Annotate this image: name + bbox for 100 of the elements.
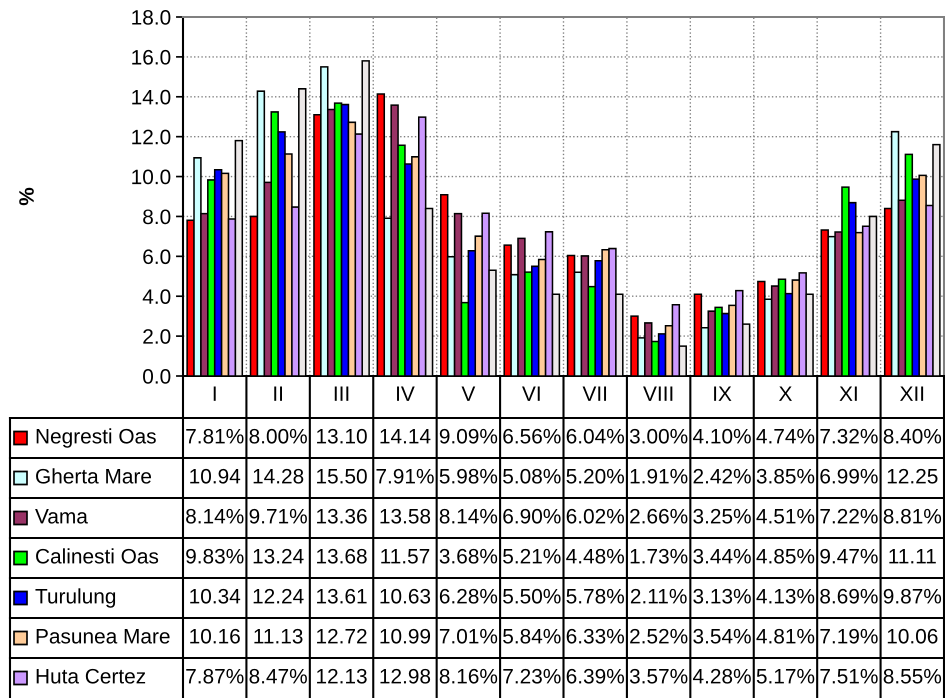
data-label: 10.63 — [380, 588, 430, 604]
legend-label: Pasunea Mare — [36, 629, 170, 644]
data-label: 4.51% — [756, 508, 814, 524]
data-label: 10.34 — [190, 588, 240, 604]
legend-label: Vama — [35, 509, 88, 524]
data-label: 4.48% — [566, 548, 624, 564]
data-label: 8.69% — [820, 588, 878, 604]
data-label: 6.90% — [503, 508, 561, 524]
x-tick-label: V — [462, 386, 476, 401]
data-label: 7.91% — [376, 468, 434, 484]
y-tick-label: 10.0 — [132, 170, 170, 184]
data-label: 11.11 — [889, 549, 936, 564]
y-tick-label: 18.0 — [132, 10, 170, 25]
data-label: 8.55% — [884, 668, 942, 684]
data-label: 9.83% — [186, 548, 244, 564]
data-label: 11.13 — [254, 628, 303, 644]
data-label: 9.47% — [820, 548, 878, 564]
data-label: 2.66% — [630, 508, 688, 524]
data-label: 1.73% — [630, 548, 688, 564]
data-label: 4.28% — [692, 668, 751, 684]
data-label: 7.23% — [503, 668, 561, 684]
y-tick-label: 8.0 — [143, 209, 170, 224]
data-label: 3.54% — [693, 628, 751, 644]
data-label: 14.28 — [254, 468, 304, 484]
legend-label: Gherta Mare — [36, 468, 152, 484]
data-label: 9.71% — [250, 508, 307, 524]
legend-label: Calinesti Oas — [36, 548, 158, 564]
data-label: 13.61 — [317, 588, 367, 604]
data-label: 4.74% — [756, 428, 814, 444]
x-tick-label: I — [214, 386, 216, 401]
data-label: 11.57 — [381, 549, 430, 564]
data-label: 3.44% — [693, 548, 751, 564]
data-label: 12.13 — [317, 668, 367, 684]
x-tick-label: XII — [900, 386, 924, 401]
data-label: 15.50 — [317, 468, 367, 484]
data-label: 4.81% — [756, 628, 814, 644]
data-label: 3.85% — [756, 468, 814, 484]
y-tick-label: 2.0 — [143, 329, 170, 344]
data-label: 7.19% — [820, 628, 878, 644]
data-label: 8.81% — [884, 508, 942, 524]
data-label: 3.13% — [693, 588, 751, 604]
x-tick-label: XI — [840, 386, 857, 401]
data-label: 7.22% — [820, 508, 878, 524]
data-label: 7.81% — [186, 428, 244, 444]
data-label: 13.58 — [380, 508, 430, 524]
legend-label: Negresti Oas — [36, 428, 156, 448]
data-label: 5.17% — [756, 668, 814, 684]
data-label: 5.20% — [566, 468, 624, 484]
data-label: 3.00% — [630, 428, 688, 444]
x-tick-label: VI — [522, 386, 540, 401]
data-label: 8.40% — [884, 428, 942, 444]
x-tick-label: IV — [397, 386, 415, 401]
data-label: 5.78% — [566, 588, 624, 604]
data-label: 2.11% — [630, 588, 687, 604]
x-tick-label: II — [274, 386, 282, 401]
data-label: 4.13% — [756, 588, 814, 604]
data-label: 6.02% — [566, 508, 624, 524]
legend-label: Turulung — [35, 588, 116, 608]
data-label: 6.33% — [566, 628, 624, 644]
data-label: 5.98% — [440, 468, 498, 484]
y-tick-label: 14.0 — [132, 90, 170, 105]
data-label: 8.16% — [440, 668, 498, 684]
data-label: 5.21% — [503, 548, 561, 564]
data-label: 6.99% — [820, 468, 878, 484]
data-label: 5.08% — [503, 468, 561, 484]
y-tick-label: 0.0 — [143, 369, 170, 384]
x-tick-label: X — [778, 386, 792, 401]
data-label: 4.85% — [756, 548, 814, 564]
y-axis-title: % — [19, 188, 34, 206]
data-label: 3.57% — [630, 668, 688, 684]
y-tick-label: 4.0 — [142, 289, 170, 304]
data-label: 13.24 — [254, 548, 304, 564]
data-label: 13.68 — [317, 548, 367, 564]
data-label: 3.25% — [693, 508, 751, 524]
data-label: 10.94 — [190, 468, 240, 484]
data-label: 8.47% — [249, 668, 307, 684]
data-label: 7.01% — [440, 628, 498, 644]
data-label: 7.32% — [820, 428, 878, 444]
x-tick-label: VIII — [643, 386, 672, 401]
data-label: 5.84% — [503, 628, 561, 644]
data-label: 6.56% — [503, 428, 561, 444]
data-label: 2.52% — [630, 628, 688, 644]
data-label: 9.09% — [440, 428, 498, 444]
data-label: 8.00% — [249, 428, 307, 444]
data-label: 14.14 — [380, 429, 430, 444]
data-label: 7.51% — [820, 668, 878, 684]
data-label: 6.39% — [566, 668, 624, 684]
data-label: 1.91% — [630, 468, 688, 484]
data-label: 10.06 — [888, 628, 938, 644]
legend-label: Huta Certez — [36, 668, 146, 684]
data-label: 12.24 — [254, 588, 304, 604]
data-label: 6.28% — [440, 588, 498, 604]
data-label: 10.99 — [380, 628, 430, 644]
x-tick-label: III — [334, 386, 348, 401]
data-label: 7.87% — [186, 668, 244, 684]
data-label: 10.16 — [190, 628, 240, 644]
data-label: 2.42% — [694, 468, 751, 484]
data-label: 4.10% — [692, 428, 751, 444]
data-label: 13.10 — [317, 428, 367, 444]
data-label: 12.25 — [888, 468, 938, 484]
